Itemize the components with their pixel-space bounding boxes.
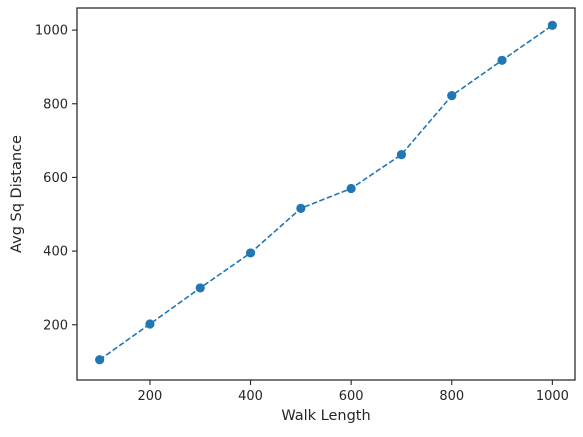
x-axis-label: Walk Length [281,408,370,424]
series-line [99,24,553,361]
data-point [296,203,306,213]
x-tick-label: 1000 [536,389,569,404]
x-tick-label: 200 [138,389,163,404]
plot-layer [95,20,557,365]
y-tick-label: 800 [43,97,68,112]
data-point [95,355,105,365]
data-point [346,183,356,194]
data-point [145,319,155,329]
x-tick-label: 400 [238,389,263,404]
y-tick-label: 200 [43,318,68,333]
x-axis-ticks: 200 400 600 800 1000 [138,380,569,404]
data-point [396,149,407,160]
y-axis-ticks: 200 400 600 800 1000 [35,24,77,333]
data-point [447,91,457,101]
data-point [195,283,205,293]
x-tick-label: 600 [339,389,364,404]
y-tick-label: 400 [43,245,68,260]
y-axis-label: Avg Sq Distance [9,135,25,253]
data-point [497,55,507,65]
y-tick-label: 1000 [35,24,68,39]
y-tick-label: 600 [43,171,68,186]
x-tick-label: 800 [439,389,464,404]
data-point [245,248,256,258]
data-point [547,20,557,30]
plot-frame [76,7,576,381]
